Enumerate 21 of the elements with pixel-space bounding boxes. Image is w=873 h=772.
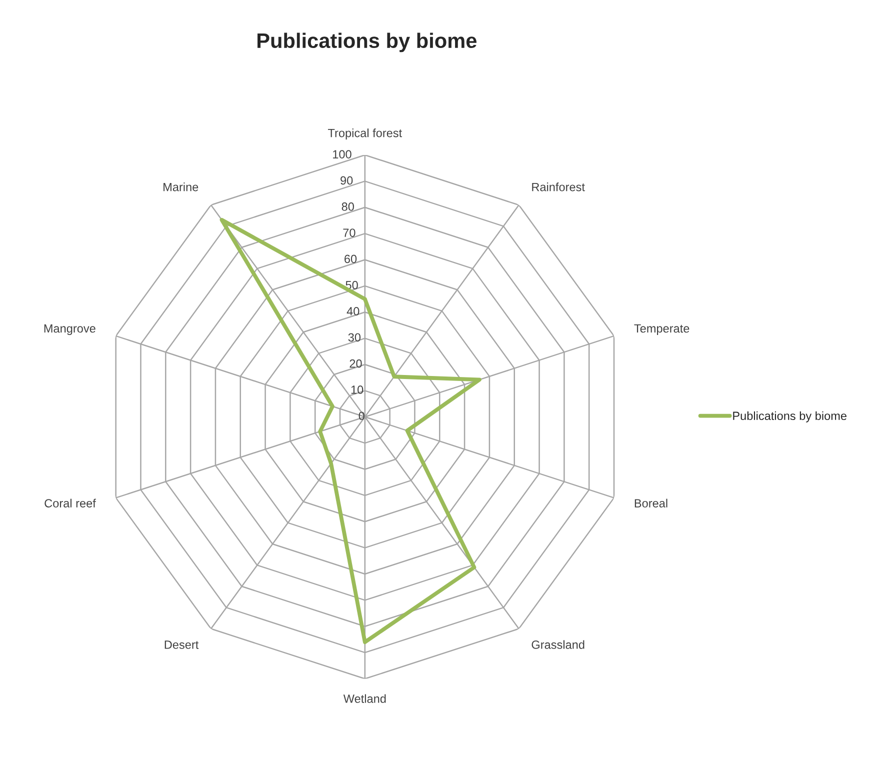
y-tick-label: 40 [346,307,360,316]
spoke-label: Grassland [532,640,584,649]
y-tick-label: 30 [348,333,361,342]
y-tick-label: 100 [333,150,352,158]
spoke-label: Mangrove [44,324,96,335]
y-tick-label: 70 [343,228,356,237]
y-tick-label: 10 [351,386,364,394]
y-tick-label: 60 [344,254,357,264]
y-tick-label: 80 [342,202,354,211]
spoke-label: Coral reef [44,498,96,508]
spoke-label: Desert [164,640,199,649]
y-tick-label: 90 [340,176,353,185]
spoke-label: Temperate [634,324,690,335]
spoke-label: Boreal [634,498,668,508]
y-tick-label: 20 [350,359,362,368]
legend-label: Publications by biome [733,411,846,422]
spoke-label: Tropical forest [328,128,402,140]
chart-title: Publications by biome [258,32,477,52]
spoke-label: Wetland [343,694,386,703]
spoke-label: Rainforest [532,182,585,192]
spoke-label: Marine [164,182,198,192]
